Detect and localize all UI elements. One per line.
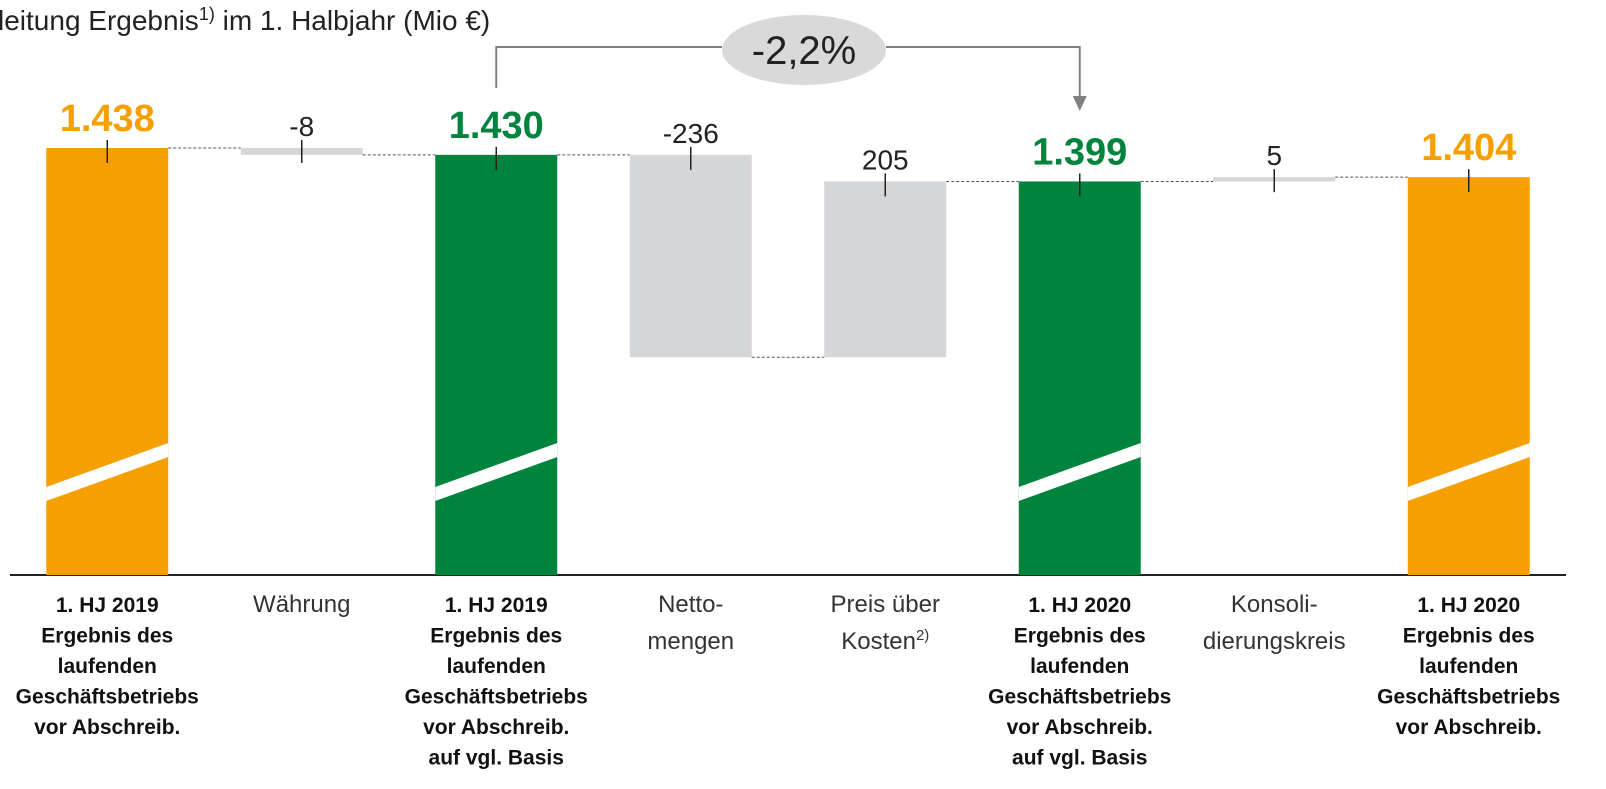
value-label: -236 <box>663 118 719 149</box>
x-tick-label: laufenden <box>58 655 157 678</box>
x-tick-label: laufenden <box>1030 655 1129 678</box>
x-tick-label: laufenden <box>1419 655 1518 678</box>
x-tick-label: vor Abschreib. <box>1007 716 1153 739</box>
bar <box>435 154 558 576</box>
value-label: 1.399 <box>1032 131 1127 173</box>
x-tick-label: Währung <box>253 591 350 618</box>
axis-break <box>1407 443 1530 501</box>
x-tick-label: Ergebnis des <box>430 625 562 648</box>
arrow-head <box>1072 96 1087 111</box>
bar <box>1407 177 1530 575</box>
x-tick-label: Kosten2) <box>841 627 929 655</box>
x-tick-label-text: Kosten <box>841 628 916 655</box>
chart-title: leitung Ergebnis1) im 1. Halbjahr (Mio €… <box>0 4 490 36</box>
x-tick-label: vor Abschreib. <box>423 716 569 739</box>
bracket <box>886 46 1081 97</box>
title-sup: 1) <box>199 4 215 24</box>
annotation: -2,2% <box>752 29 857 73</box>
x-tick-label: 1. HJ 2020 <box>1417 594 1520 617</box>
x-tick-label: Ergebnis des <box>1014 625 1146 648</box>
bar <box>629 154 752 358</box>
x-tick-label: auf vgl. Basis <box>1012 747 1147 770</box>
title-text: leitung Ergebnis <box>0 5 199 36</box>
bar <box>824 181 947 358</box>
axis-break <box>435 443 558 501</box>
x-tick-label: Netto- <box>658 591 723 618</box>
bar <box>1018 181 1141 575</box>
axis-break <box>1018 443 1141 501</box>
x-tick-label: auf vgl. Basis <box>429 747 564 770</box>
x-tick-label: Ergebnis des <box>1403 625 1535 648</box>
x-tick-label: dierungskreis <box>1203 628 1346 655</box>
x-tick-label: Geschäftsbetriebs <box>1377 686 1560 709</box>
value-label: -8 <box>289 111 314 142</box>
value-label: 205 <box>862 144 909 175</box>
x-tick-label: 1. HJ 2020 <box>1028 594 1131 617</box>
x-tick-label: Ergebnis des <box>41 625 173 648</box>
x-tick-label: Geschäftsbetriebs <box>988 686 1171 709</box>
x-tick-label: Preis über <box>831 591 940 618</box>
x-tick-label: laufenden <box>447 655 546 678</box>
axis-break <box>46 443 169 501</box>
value-label: 1.404 <box>1421 127 1516 169</box>
bar <box>46 148 169 575</box>
x-tick-label: vor Abschreib. <box>1396 716 1542 739</box>
x-tick-label: Geschäftsbetriebs <box>16 686 199 709</box>
annotation-bubble <box>722 15 886 85</box>
x-tick-label: Geschäftsbetriebs <box>405 686 588 709</box>
value-label: 5 <box>1266 140 1282 171</box>
value-label: 1.438 <box>60 98 155 140</box>
x-tick-label: 1. HJ 2019 <box>445 594 548 617</box>
bracket <box>495 46 722 88</box>
x-tick-label: mengen <box>647 628 734 655</box>
x-tick-label-sup: 2) <box>916 627 929 644</box>
x-tick-label: vor Abschreib. <box>34 716 180 739</box>
title-rest: im 1. Halbjahr (Mio €) <box>215 5 490 36</box>
value-label: 1.430 <box>449 105 544 147</box>
x-tick-label: 1. HJ 2019 <box>56 594 159 617</box>
x-tick-label: Konsoli- <box>1231 591 1318 618</box>
